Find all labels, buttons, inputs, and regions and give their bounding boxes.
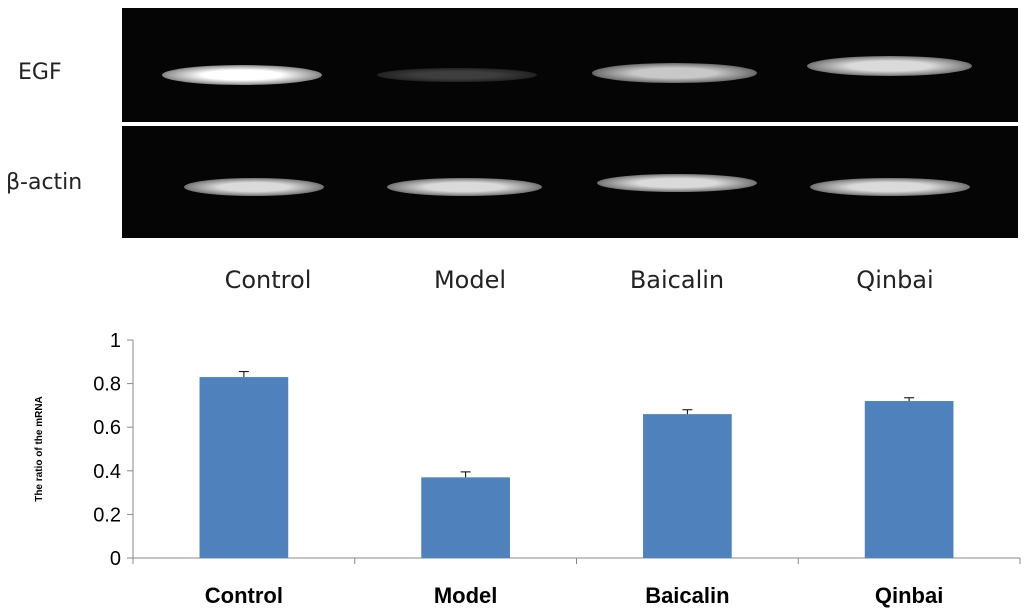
egf-gel-panel <box>122 8 1018 122</box>
actin-band-qinbai <box>810 178 970 196</box>
category-labels: Control Model Baicalin Qinbai <box>205 583 944 608</box>
y-axis-title: The ratio of the mRNA <box>34 396 45 502</box>
lane-label-baicalin: Baicalin <box>629 266 725 294</box>
egf-band-baicalin <box>592 63 757 83</box>
y-tick-label: 1 <box>110 330 121 352</box>
category-label-baicalin: Baicalin <box>645 583 729 608</box>
lane-label-qinbai: Qinbai <box>856 266 934 294</box>
bar-control <box>199 377 289 558</box>
bar-model <box>421 477 510 558</box>
actin-band-model <box>387 178 542 196</box>
bar-baicalin <box>643 414 732 558</box>
y-tick-label: 0.2 <box>93 504 121 526</box>
y-tick-label: 0.6 <box>93 417 121 439</box>
category-label-control: Control <box>205 583 283 608</box>
y-tick-label: 0 <box>110 548 121 570</box>
y-axis-ticks: 0 0.2 0.4 0.6 0.8 1 <box>93 330 133 570</box>
beta-actin-gel-panel <box>122 126 1018 238</box>
lane-label-control: Control <box>224 266 312 294</box>
y-tick-label: 0.8 <box>93 374 121 396</box>
category-label-model: Model <box>434 583 498 608</box>
egf-band-qinbai <box>807 56 972 76</box>
egf-band-model <box>377 68 537 82</box>
category-label-qinbai: Qinbai <box>875 583 943 608</box>
beta-actin-row-label: β-actin <box>6 170 83 195</box>
y-tick-label: 0.4 <box>93 461 121 483</box>
lane-label-model: Model <box>433 266 507 294</box>
egf-band-control <box>162 65 322 85</box>
actin-band-baicalin <box>597 174 757 192</box>
bars <box>199 371 954 558</box>
bar-chart: 0 0.2 0.4 0.6 0.8 1 Control Model Baicalin Qinba… <box>34 330 1021 608</box>
x-axis-ticks <box>132 558 1021 564</box>
bar-qinbai <box>864 401 954 558</box>
actin-band-control <box>184 178 324 196</box>
egf-row-label: EGF <box>18 60 62 85</box>
